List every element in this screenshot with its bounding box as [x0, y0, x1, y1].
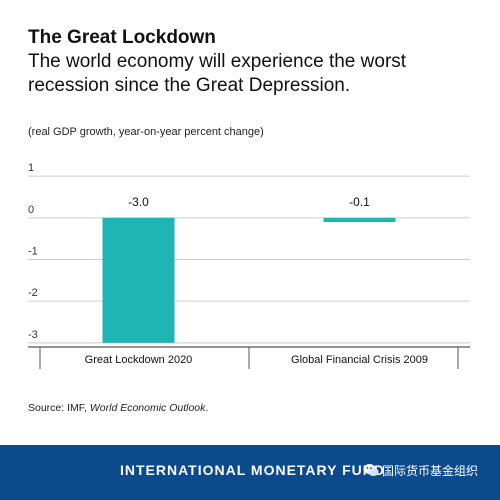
y-tick-label: -3 [28, 329, 38, 341]
chart-title: The Great Lockdown [28, 27, 216, 48]
category-label: Great Lockdown 2020 [85, 354, 193, 366]
bar-chart: 1 0 -1 -2 -3 -3.0 Great Lockdown 2020 -0.1 Globa… [0, 150, 500, 390]
footer-banner: INTERNATIONAL MONETARY FUND 国际货币基金组织 [0, 445, 500, 500]
wechat-icon [363, 464, 379, 476]
source-note: Source: IMF, World Economic Outlook. [28, 402, 208, 414]
source-suffix: . [205, 402, 209, 414]
source-prefix: Source: IMF, [28, 402, 90, 414]
bar [102, 217, 175, 343]
bar-value-label: -3.0 [128, 195, 149, 209]
chart-subtitle: The world economy will experience the wo… [28, 51, 407, 96]
y-tick-label: 1 [28, 162, 34, 174]
bar [323, 217, 396, 222]
category-label: Global Financial Crisis 2009 [291, 354, 428, 366]
chart-header: The Great Lockdown The world economy wil… [28, 26, 478, 98]
footer-account-name: 国际货币基金组织 [382, 464, 479, 478]
source-publication: World Economic Outlook [89, 402, 206, 414]
bar-value-label: -0.1 [349, 195, 370, 209]
footer-organization: INTERNATIONAL MONETARY FUND [120, 462, 385, 478]
y-tick-label: -2 [28, 287, 38, 299]
chart-svg: 1 0 -1 -2 -3 -3.0 Great Lockdown 2020 -0.1 Globa… [28, 162, 470, 369]
unit-note: (real GDP growth, year-on-year percent c… [28, 126, 264, 138]
y-tick-label: -1 [28, 246, 38, 258]
y-tick-label: 0 [28, 204, 34, 216]
